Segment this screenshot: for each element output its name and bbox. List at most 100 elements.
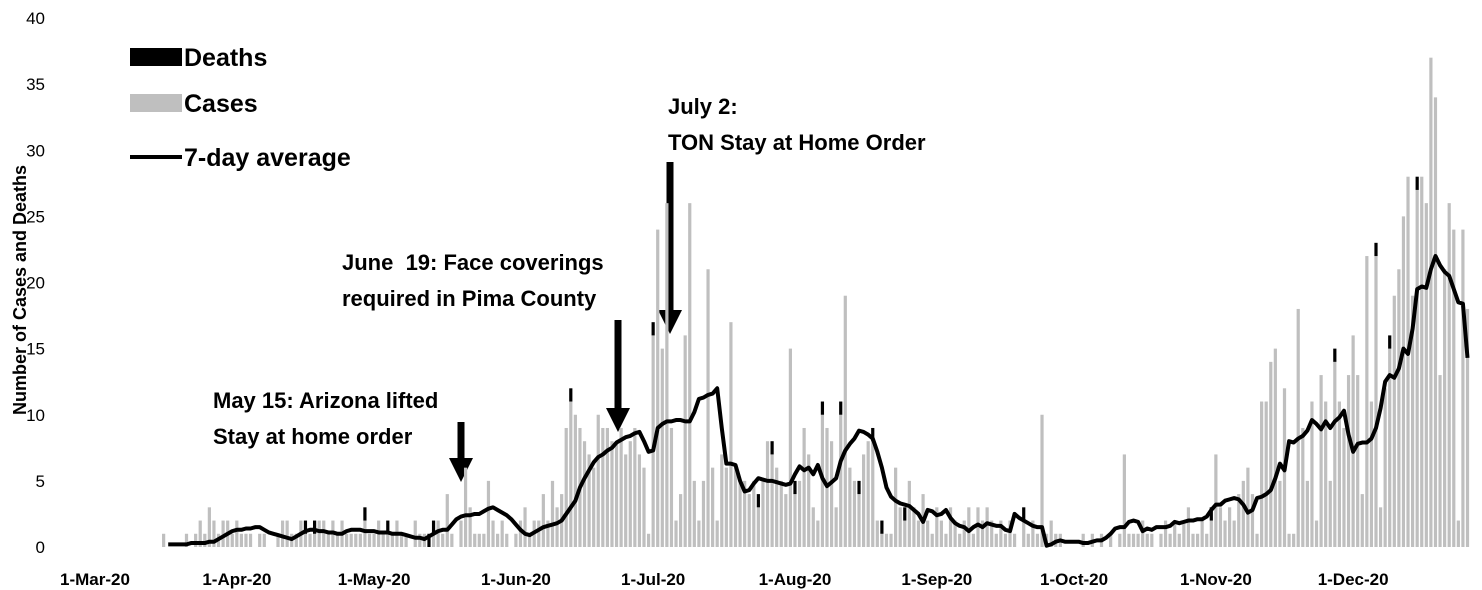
x-tick-label: 1-Jun-20 (481, 570, 551, 589)
bar (903, 507, 907, 521)
bar (258, 533, 262, 547)
bar (971, 533, 975, 547)
bar (207, 507, 211, 547)
bar (610, 441, 614, 547)
bar (1209, 507, 1213, 521)
bar (761, 480, 765, 547)
bar (276, 533, 280, 547)
bar (349, 533, 353, 547)
bar (1035, 533, 1040, 547)
bar (816, 520, 820, 547)
bar (784, 494, 788, 547)
y-tick-label: 25 (26, 207, 45, 226)
bar (807, 454, 811, 547)
bar (898, 507, 902, 547)
bar (468, 507, 472, 547)
bar (793, 480, 797, 495)
x-tick-label: 1-Nov-20 (1180, 570, 1252, 589)
bar (1433, 97, 1438, 547)
bar (313, 533, 317, 547)
bar (523, 507, 527, 547)
bar (605, 427, 609, 547)
bar (793, 494, 797, 547)
bar (656, 229, 660, 547)
bar (1324, 401, 1328, 547)
bar (1278, 480, 1282, 547)
bar (843, 295, 847, 547)
y-tick-label: 10 (26, 406, 45, 425)
bar (1337, 401, 1341, 547)
bar (614, 441, 619, 547)
bar (1452, 229, 1456, 547)
bar (1346, 375, 1351, 547)
bar (999, 520, 1003, 547)
annotation-arrows (449, 162, 682, 482)
bar (1177, 533, 1181, 547)
bar (1205, 533, 1209, 547)
bar (1356, 375, 1360, 547)
bar (450, 533, 454, 547)
annotation: required in Pima County (342, 286, 597, 311)
bar (1168, 533, 1172, 547)
bar (624, 454, 628, 547)
bar (322, 520, 326, 547)
bar (1163, 520, 1168, 547)
bar (1360, 494, 1364, 547)
bar (802, 427, 806, 547)
bar (1374, 242, 1378, 257)
bar (1150, 533, 1154, 547)
bar (1292, 533, 1296, 547)
bar (569, 388, 573, 402)
bar (1456, 520, 1460, 547)
bar (386, 533, 390, 547)
bar (756, 494, 760, 508)
bar (1447, 203, 1451, 547)
bar (990, 520, 994, 547)
bar (1461, 229, 1465, 547)
bar (1118, 533, 1122, 547)
x-tick-label: 1-Oct-20 (1040, 570, 1108, 589)
bar (1122, 454, 1126, 547)
bar (546, 520, 550, 547)
bar (1429, 57, 1433, 548)
bar (1365, 256, 1369, 547)
bar (1415, 176, 1419, 190)
bar (756, 507, 760, 547)
bar (212, 520, 216, 547)
bar (633, 427, 637, 547)
bar (619, 427, 623, 547)
bar (427, 533, 431, 547)
bar (404, 533, 408, 547)
bar (1319, 375, 1323, 547)
bar (706, 269, 710, 547)
bar (1310, 401, 1314, 547)
bar (880, 533, 884, 547)
bar (203, 533, 207, 547)
bar (541, 494, 545, 547)
bar (1031, 520, 1035, 547)
bar (1388, 335, 1392, 349)
bar (894, 467, 898, 547)
bar (431, 533, 436, 547)
bar (303, 520, 308, 534)
bar (811, 507, 815, 547)
bar (980, 520, 985, 547)
x-tick-label: 1-Mar-20 (60, 570, 130, 589)
y-tick-label: 35 (26, 75, 45, 94)
bar (646, 533, 651, 547)
bar (674, 520, 678, 547)
bar (345, 533, 349, 547)
bar (587, 454, 591, 547)
bar (701, 480, 706, 547)
bar (628, 441, 632, 547)
bar (669, 427, 674, 547)
bar (752, 480, 756, 547)
bar (1241, 480, 1245, 547)
bar (1273, 348, 1277, 547)
bar (765, 441, 770, 547)
legend-label: 7-day average (184, 144, 351, 172)
bar (1264, 401, 1268, 547)
legend-swatch (130, 48, 182, 66)
bar (1415, 189, 1419, 548)
legend-label: Cases (184, 90, 258, 118)
